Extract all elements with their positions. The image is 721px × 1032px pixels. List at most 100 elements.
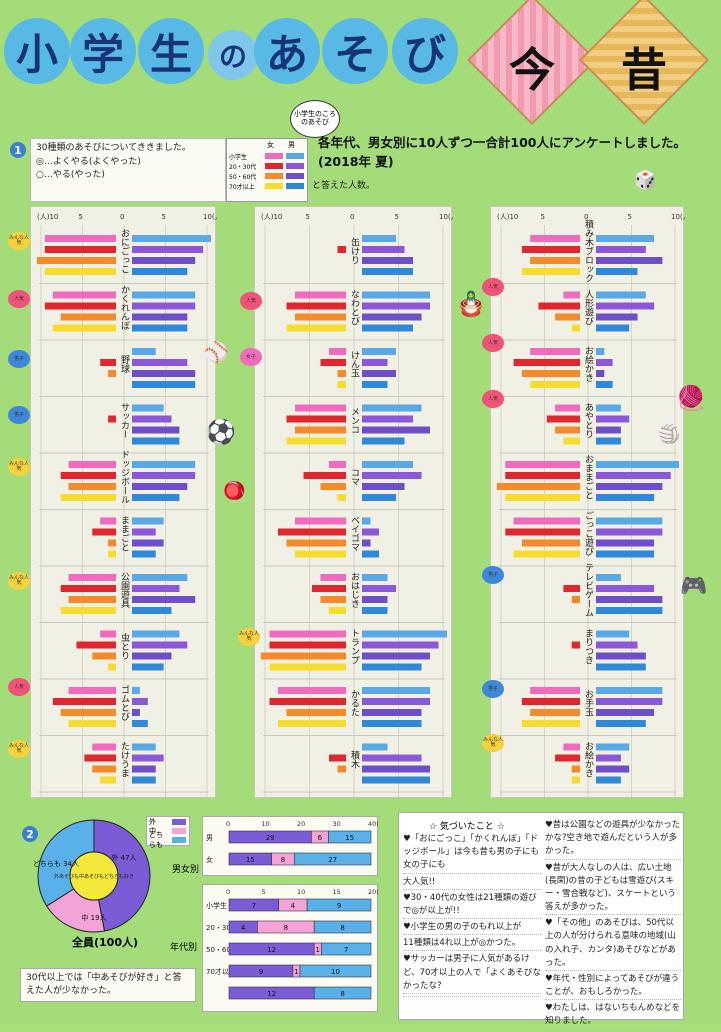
bar-male <box>596 687 663 694</box>
axis-tick-label: 10(人) <box>671 213 685 221</box>
bar-male <box>596 381 613 388</box>
bar-female <box>44 302 116 310</box>
bar-female <box>546 415 580 423</box>
bar-male <box>132 663 164 671</box>
bar-male <box>596 754 621 762</box>
yarn-ball-icon: 🧶 <box>676 384 706 412</box>
bar-male <box>596 472 671 479</box>
bar-female <box>52 324 116 332</box>
stacked-row-label: 小学生 <box>206 901 227 910</box>
stacked-value-label: 10 <box>331 968 340 976</box>
bar-male <box>362 765 430 773</box>
bar-male <box>132 596 196 603</box>
bar-female <box>555 313 580 321</box>
axis-tick-label: (人)10 <box>497 213 518 221</box>
bar-female <box>60 494 116 501</box>
bar-male <box>362 517 371 525</box>
stacked-value-label: 4 <box>241 924 246 932</box>
title-char: 小 <box>4 18 70 84</box>
bar-male <box>362 754 422 762</box>
bar-female <box>538 302 580 310</box>
age-chart-box: 05101520(人)小学生74920・30代48850・60代121770才以… <box>202 884 388 1012</box>
popularity-tag: みんな人気 <box>8 458 30 476</box>
popularity-tag: 女子 <box>240 348 262 366</box>
stacked-value-label: 29 <box>266 834 275 842</box>
axis-tick-label: 10(人) <box>203 213 217 221</box>
bar-female <box>320 574 346 581</box>
game-label: メンコ <box>349 407 359 434</box>
game-label: かくれんぼ <box>119 285 130 330</box>
bar-male <box>596 709 655 716</box>
bar-male <box>362 370 396 377</box>
bar-female <box>60 585 116 592</box>
bar-female <box>505 494 580 501</box>
stacked-axis-label: 40(人) <box>368 820 379 828</box>
bar-female <box>571 765 580 773</box>
stacked-value-label: 1 <box>316 946 320 954</box>
spinning-top-icon: 🪀 <box>222 480 247 504</box>
popularity-tag: 男子 <box>482 680 504 698</box>
baseball-bat-icon: ⚾ <box>204 340 229 364</box>
bar-male <box>132 426 180 434</box>
game-label: 公園遊具 <box>119 572 130 609</box>
bar-female <box>92 743 116 751</box>
bar-female <box>37 257 116 264</box>
bar-female <box>513 517 580 525</box>
bar-male <box>362 461 413 468</box>
section-number: 2 <box>22 826 38 842</box>
note-line: ♥「その他」のあそびは、50代以上の人が分けられる意味の地域(山の入れ子、カンタ… <box>545 917 681 971</box>
bar-male <box>596 517 663 525</box>
game-label: 積木 <box>349 749 360 769</box>
bar-male <box>596 483 663 490</box>
game-label: コマ <box>349 468 359 486</box>
section2-legend-row: 外 <box>147 817 189 826</box>
bar-female <box>521 268 580 275</box>
bar-female <box>295 404 346 412</box>
popularity-tag: みんな人気 <box>238 628 260 646</box>
ball-bounce-icon: 🏐 <box>658 424 681 445</box>
bar-male <box>132 494 180 501</box>
bar-male <box>362 585 396 592</box>
past-label: 昔 <box>621 43 667 97</box>
stacked-segment <box>313 986 372 1000</box>
stacked-value-label: 8 <box>340 924 344 932</box>
bar-female <box>286 324 346 332</box>
bar-male <box>132 348 156 355</box>
donut-inner-label: 外あそびも中あそびもどちらも好き <box>54 873 134 880</box>
game-label: お手玉 <box>583 689 594 716</box>
bar-male <box>132 381 196 388</box>
chart-panel-2: (人)10 5 0 5 10(人) 缶けりなわとびけん玉メンココマベイゴマおはじきトランプ… <box>254 206 461 798</box>
bar-male <box>132 370 196 377</box>
bar-male <box>596 437 621 445</box>
axis-tick-label: 5 <box>306 213 310 221</box>
bar-female <box>286 437 346 445</box>
game-label: かるた <box>349 689 360 716</box>
bar-female <box>44 246 116 253</box>
bar-female <box>295 291 346 299</box>
bar-female <box>295 517 346 525</box>
legend-swatch-female <box>265 153 283 159</box>
bar-male <box>596 596 663 603</box>
note-line: 11種類は4れ以上が◎かつた。 <box>403 937 541 952</box>
bar-male <box>596 359 613 366</box>
bar-female <box>108 539 116 547</box>
bar-male <box>596 370 605 377</box>
title-char: 生 <box>138 18 204 84</box>
title-char: 学 <box>70 18 136 84</box>
bar-female <box>286 415 346 423</box>
bar-male <box>596 698 663 705</box>
stacked-value-label: 1 <box>294 968 298 976</box>
note-line: ♥「おにごっこ」「かくれんぼ」「ドッジボール」は今も昔も男の子にも女の子にも <box>403 833 541 874</box>
game-label: まりつき <box>583 628 594 664</box>
bar-female <box>286 539 346 547</box>
bar-female <box>337 246 346 253</box>
bar-female <box>269 630 346 638</box>
bar-male <box>362 776 430 784</box>
bar-female <box>92 528 116 536</box>
bar-female <box>329 461 346 468</box>
stacked-segment <box>306 898 372 912</box>
popularity-tag: みんな人気 <box>8 740 30 758</box>
bar-male <box>362 359 388 366</box>
bar-female <box>278 720 346 727</box>
game-label: 人形遊び <box>583 289 594 325</box>
